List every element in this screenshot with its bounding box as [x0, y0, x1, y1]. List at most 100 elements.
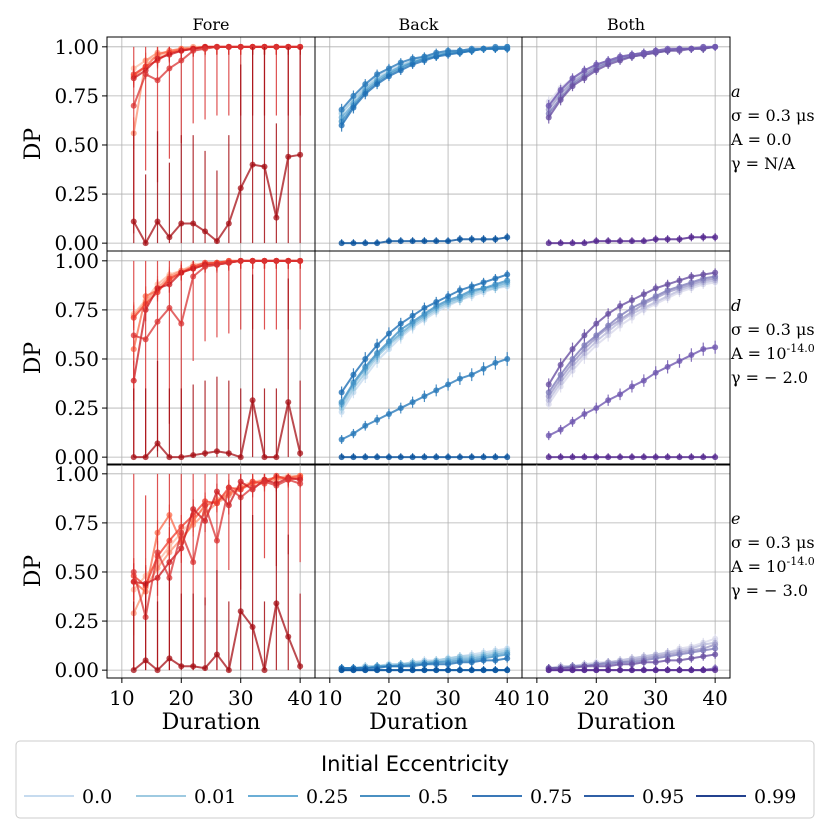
data-point	[445, 454, 452, 461]
data-point	[492, 275, 499, 282]
data-point	[385, 65, 392, 72]
data-point	[480, 279, 487, 286]
data-point	[237, 185, 244, 192]
column-title: Back	[399, 15, 439, 34]
data-point	[480, 236, 487, 243]
data-point	[468, 236, 475, 243]
y-axis-label: DP	[21, 342, 46, 375]
data-point	[202, 665, 209, 672]
data-point	[433, 667, 440, 674]
data-point	[676, 667, 683, 674]
data-point	[385, 667, 392, 674]
series-back-6	[338, 43, 511, 116]
data-point	[712, 43, 719, 50]
panel-both-row-3: 10 20 30 40	[521, 463, 731, 710]
panel-frame	[521, 36, 731, 252]
data-point	[178, 320, 185, 327]
y-tick-label: 0.25	[54, 182, 99, 206]
y-tick-label: 1.00	[54, 35, 99, 59]
data-point	[285, 633, 292, 640]
data-point	[456, 659, 463, 666]
data-point	[652, 236, 659, 243]
legend-label: 0.0	[82, 786, 112, 808]
data-point	[557, 454, 564, 461]
x-tick-label: 20	[584, 686, 609, 710]
data-point	[225, 667, 232, 674]
data-point	[688, 45, 695, 52]
data-point	[628, 454, 635, 461]
x-axis-label: Duration	[369, 710, 468, 735]
data-point	[409, 318, 416, 325]
data-point	[374, 454, 381, 461]
data-point	[154, 318, 161, 325]
data-point	[593, 405, 600, 412]
data-point	[700, 271, 707, 278]
data-point	[409, 55, 416, 62]
series-both-7	[545, 666, 719, 674]
data-point	[456, 47, 463, 54]
data-point	[557, 426, 564, 433]
data-point	[456, 236, 463, 243]
data-point	[362, 667, 369, 674]
data-point	[581, 410, 588, 417]
data-point	[468, 659, 475, 666]
series-both-6	[545, 340, 719, 441]
series-both-6	[545, 43, 719, 112]
data-point	[421, 304, 428, 311]
row-label-line: γ = − 3.0	[731, 581, 808, 600]
data-point	[409, 399, 416, 406]
data-point	[617, 238, 624, 245]
legend-item-0.01: 0.01	[136, 786, 236, 808]
data-point	[628, 383, 635, 390]
data-point	[297, 480, 304, 487]
row-label-line: d	[731, 296, 741, 315]
data-point	[433, 454, 440, 461]
data-point	[409, 667, 416, 674]
data-point	[273, 43, 280, 50]
data-point	[617, 454, 624, 461]
data-point	[557, 87, 564, 94]
x-tick-label: 10	[524, 686, 549, 710]
data-point	[285, 257, 292, 264]
data-point	[569, 75, 576, 82]
data-point	[385, 238, 392, 245]
y-tick-label: 0.50	[54, 560, 99, 584]
data-point	[504, 277, 511, 284]
data-point	[617, 312, 624, 319]
row-labels: a σ = 0.3 μs A = 0.0 γ = N/A d σ = 0.3 μs A = …	[730, 82, 815, 600]
data-point	[605, 322, 612, 329]
data-point	[581, 75, 588, 82]
data-point	[178, 220, 185, 227]
data-point	[504, 667, 511, 674]
series-back-3	[338, 277, 511, 410]
data-point	[445, 661, 452, 668]
data-point	[338, 122, 345, 129]
x-tick-label: 40	[494, 686, 519, 710]
data-point	[261, 478, 268, 485]
data-point	[605, 310, 612, 317]
data-point	[688, 649, 695, 656]
data-point	[213, 43, 220, 50]
y-tick-label: 1.00	[54, 462, 99, 486]
row-label-line: a	[731, 82, 741, 101]
y-tick-label: 1.00	[54, 249, 99, 273]
data-point	[605, 238, 612, 245]
data-point	[166, 655, 173, 662]
data-point	[700, 667, 707, 674]
data-point	[142, 71, 149, 78]
row-label-line: σ = 0.3 μs	[731, 320, 815, 339]
data-point	[456, 287, 463, 294]
data-point	[688, 234, 695, 241]
data-point	[712, 667, 719, 674]
y-tick-label: 0.50	[54, 347, 99, 371]
data-point	[166, 65, 173, 72]
data-point	[480, 667, 487, 674]
data-point	[557, 361, 564, 368]
data-point	[297, 450, 304, 457]
data-point	[664, 667, 671, 674]
data-point	[213, 238, 220, 245]
data-point	[350, 371, 357, 378]
data-point	[504, 655, 511, 662]
data-point	[605, 454, 612, 461]
